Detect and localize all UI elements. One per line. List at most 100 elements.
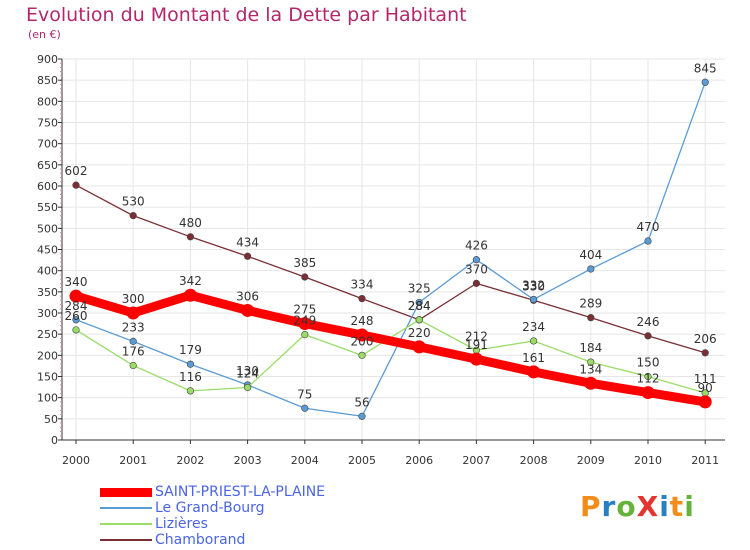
y-tick-label: 900 [37,53,58,66]
y-tick-label: 250 [37,328,58,341]
proxiti-logo: ProXiti [580,490,695,523]
data-point [584,376,598,390]
data-label: 130 [236,364,259,378]
data-point [355,328,369,342]
logo-letter: i [659,490,670,523]
data-label: 212 [465,329,488,343]
data-label: 275 [293,303,316,317]
legend-label: Chamborand [155,532,246,548]
data-label: 179 [179,343,202,357]
data-point [415,298,423,307]
data-point [301,404,309,412]
y-tick-label: 0 [51,434,58,447]
legend-label: Lizières [155,516,208,532]
data-label: 161 [522,351,545,365]
data-label: 176 [122,344,145,358]
data-label: 325 [408,281,431,295]
data-point [129,361,137,370]
data-point [587,265,595,273]
data-point [644,372,652,381]
legend-swatch [100,539,152,541]
y-tick-label: 300 [37,307,58,320]
chart-subtitle: (en €) [28,28,61,41]
data-label: 845 [694,61,717,75]
chart-title: Evolution du Montant de la Dette par Hab… [26,4,467,26]
data-label: 404 [579,248,602,262]
data-point [301,330,309,339]
data-point [72,326,80,334]
data-label: 370 [465,262,488,276]
x-tick-label: 2000 [62,454,90,467]
data-point [469,352,483,366]
data-point [701,78,709,86]
y-tick-label: 400 [37,265,58,278]
data-label: 56 [354,395,369,409]
x-tick-label: 2001 [119,454,147,467]
data-label: 220 [408,326,431,340]
data-label: 340 [65,275,88,289]
x-tick-label: 2009 [577,454,605,467]
data-point [183,288,197,302]
series-line [75,81,706,417]
data-point [641,386,655,400]
data-label: 90 [698,381,713,395]
x-tick-label: 2007 [462,454,490,467]
series-line [71,290,710,407]
data-label: 480 [179,216,202,230]
x-tick-label: 2010 [634,454,662,467]
data-point [129,212,137,220]
data-point [241,303,255,317]
data-label: 234 [522,320,545,334]
x-tick-label: 2002 [176,454,204,467]
x-tick-label: 2008 [520,454,548,467]
data-label: 116 [179,370,202,384]
y-tick-label: 100 [37,392,58,405]
data-point [587,314,595,322]
data-point [358,412,366,420]
data-point [358,351,366,359]
data-point [527,365,541,379]
legend-label: Le Grand-Bourg [155,500,265,516]
data-label: 124 [236,367,259,381]
data-point [529,295,538,304]
data-point [529,337,538,345]
data-label: 289 [579,297,602,311]
logo-letter: i [684,490,695,523]
data-label: 206 [694,332,717,346]
data-point [186,360,194,368]
logo-letter: o [616,490,637,523]
y-tick-label: 800 [37,95,58,108]
data-label: 434 [236,235,259,249]
x-tick-label: 2011 [691,454,719,467]
data-label: 300 [122,292,145,306]
data-label: 602 [65,164,88,178]
data-point [587,358,595,366]
data-label: 342 [179,274,202,288]
y-tick-label: 600 [37,180,58,193]
data-label: 426 [465,239,488,253]
data-label: 184 [579,341,602,355]
data-label: 470 [637,220,660,234]
data-point [301,273,309,281]
data-point [644,332,652,340]
logo-letter: t [669,490,685,523]
y-tick-label: 450 [37,244,58,257]
data-label: 249 [293,314,316,328]
y-tick-label: 150 [37,371,58,384]
data-label: 191 [465,338,488,352]
data-label: 200 [351,334,374,348]
y-tick-label: 750 [37,117,58,130]
data-label: 112 [637,372,660,386]
data-label: 334 [351,278,374,292]
data-label: 150 [637,356,660,370]
data-label: 284 [408,299,431,313]
legend-label: SAINT-PRIEST-LA-PLAINE [155,484,326,500]
x-tick-label: 2004 [291,454,319,467]
data-point [415,316,423,324]
data-point [644,237,652,245]
data-point [186,387,194,395]
x-tick-label: 2003 [234,454,262,467]
data-label: 246 [637,315,660,329]
